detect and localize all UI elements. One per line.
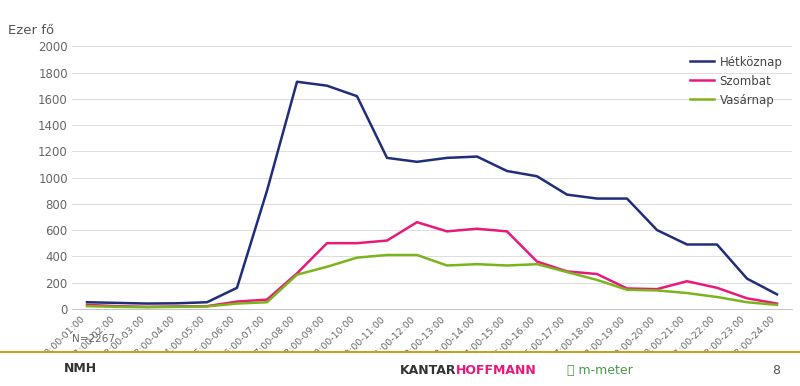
Vasárnap: [142, 305, 152, 310]
Vasárnap: [262, 300, 272, 305]
Vasárnap: [232, 301, 242, 306]
Hétköznap: [652, 228, 662, 232]
Szombat: [652, 287, 662, 291]
Vasárnap: [352, 255, 362, 260]
Szombat: [412, 220, 422, 225]
Szombat: [502, 229, 512, 234]
Text: KANTAR: KANTAR: [399, 364, 456, 377]
Hétköznap: [592, 196, 602, 201]
Text: Ⓜ m-meter: Ⓜ m-meter: [567, 364, 633, 377]
Hétköznap: [712, 242, 722, 247]
Szombat: [82, 303, 92, 307]
Vasárnap: [82, 304, 92, 308]
Szombat: [202, 304, 212, 308]
Szombat: [742, 296, 752, 301]
Vasárnap: [382, 253, 392, 257]
Vasárnap: [532, 262, 542, 266]
Hétköznap: [502, 169, 512, 173]
Vasárnap: [772, 303, 782, 307]
Szombat: [472, 227, 482, 231]
Szombat: [382, 238, 392, 243]
Szombat: [682, 279, 692, 284]
Szombat: [532, 259, 542, 264]
Hétköznap: [472, 154, 482, 159]
Hétköznap: [772, 292, 782, 297]
Hétköznap: [292, 80, 302, 84]
Szombat: [232, 299, 242, 304]
Vasárnap: [592, 278, 602, 282]
Hétköznap: [112, 301, 122, 305]
Hétköznap: [442, 156, 452, 160]
Vasárnap: [202, 304, 212, 309]
Hétköznap: [202, 300, 212, 305]
Vasárnap: [412, 253, 422, 257]
Szombat: [172, 304, 182, 309]
Vasárnap: [562, 270, 572, 274]
Szombat: [292, 271, 302, 276]
Hétköznap: [82, 300, 92, 305]
Szombat: [562, 269, 572, 274]
Vasárnap: [712, 295, 722, 299]
Szombat: [352, 241, 362, 245]
Szombat: [112, 304, 122, 308]
Szombat: [622, 286, 632, 291]
Line: Vasárnap: Vasárnap: [87, 255, 777, 307]
Hétköznap: [562, 192, 572, 197]
Szombat: [772, 301, 782, 306]
Vasárnap: [322, 264, 332, 269]
Hétköznap: [142, 301, 152, 306]
Vasárnap: [652, 288, 662, 293]
Hétköznap: [382, 156, 392, 160]
Hétköznap: [262, 188, 272, 193]
Vasárnap: [442, 263, 452, 268]
Vasárnap: [292, 273, 302, 277]
Hétköznap: [232, 286, 242, 290]
Legend: Hétköznap, Szombat, Vasárnap: Hétköznap, Szombat, Vasárnap: [686, 52, 786, 110]
Vasárnap: [472, 262, 482, 266]
Vasárnap: [622, 288, 632, 292]
Hétköznap: [622, 196, 632, 201]
Hétköznap: [412, 159, 422, 164]
Szombat: [262, 297, 272, 302]
Text: Ezer fő: Ezer fő: [8, 24, 54, 37]
Vasárnap: [682, 291, 692, 295]
Vasárnap: [172, 305, 182, 309]
Szombat: [712, 286, 722, 290]
Szombat: [442, 229, 452, 234]
Hétköznap: [532, 174, 542, 179]
Text: HOFFMANN: HOFFMANN: [456, 364, 537, 377]
Text: N=2267: N=2267: [72, 334, 115, 344]
Hétköznap: [172, 301, 182, 306]
Szombat: [592, 272, 602, 276]
Text: NMH: NMH: [63, 362, 97, 375]
Hétköznap: [322, 83, 332, 88]
Vasárnap: [502, 263, 512, 268]
Vasárnap: [742, 300, 752, 305]
Hétköznap: [352, 94, 362, 98]
Hétköznap: [742, 276, 752, 281]
Szombat: [322, 241, 332, 245]
Text: 8: 8: [772, 364, 780, 377]
Hétköznap: [682, 242, 692, 247]
Line: Szombat: Szombat: [87, 222, 777, 307]
Vasárnap: [112, 305, 122, 309]
Line: Hétköznap: Hétköznap: [87, 82, 777, 303]
Szombat: [142, 305, 152, 309]
